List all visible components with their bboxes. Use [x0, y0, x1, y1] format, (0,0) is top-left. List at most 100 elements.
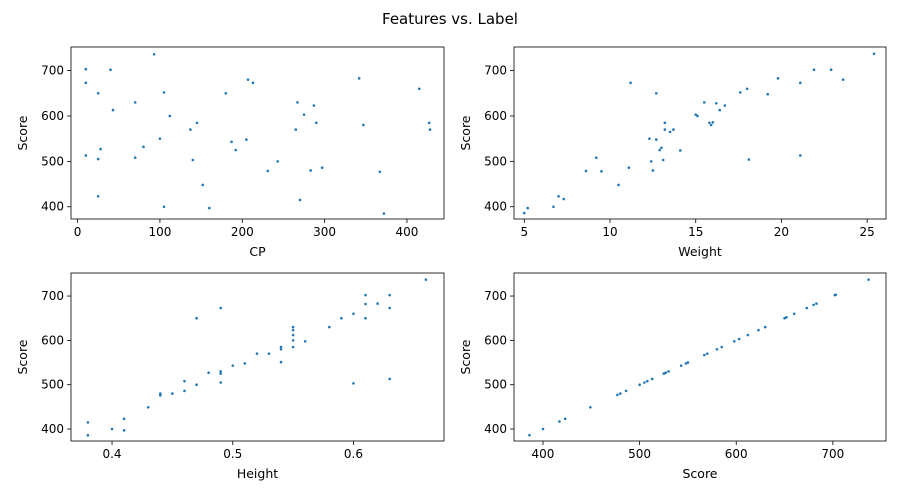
data-point [388, 377, 391, 381]
data-point [745, 87, 749, 91]
data-point [296, 101, 299, 104]
data-point [867, 278, 870, 281]
data-point [312, 104, 316, 107]
data-point [711, 121, 715, 124]
y-tick-label: 500 [484, 378, 507, 392]
data-point [183, 389, 186, 393]
x-axis-label: Score [682, 466, 717, 481]
data-point [219, 372, 222, 375]
data-point [219, 306, 222, 310]
data-point [303, 339, 307, 343]
data-point [718, 108, 722, 112]
data-point [294, 128, 298, 131]
data-point [705, 352, 709, 355]
x-tick-label: 0.5 [223, 447, 242, 461]
data-point [84, 81, 88, 85]
x-tick-label: 100 [148, 225, 171, 239]
data-point [766, 92, 770, 96]
data-point [684, 362, 688, 365]
x-tick-label: 700 [821, 447, 844, 461]
data-point [207, 371, 210, 375]
data-point [600, 170, 603, 173]
data-point [189, 128, 192, 131]
y-tick-label: 400 [484, 422, 507, 436]
data-point [291, 328, 295, 332]
data-point [733, 339, 736, 343]
y-tick-label: 500 [484, 154, 507, 168]
data-point [589, 406, 592, 409]
data-point [315, 121, 318, 125]
data-point [122, 429, 126, 432]
y-axis-label: Score [15, 339, 30, 374]
data-point [159, 392, 162, 395]
data-point [417, 87, 421, 91]
data-point [661, 158, 665, 162]
y-tick-label: 600 [484, 109, 507, 123]
data-point [654, 91, 658, 95]
data-point [427, 121, 431, 125]
data-point [195, 383, 198, 387]
y-tick-label: 600 [484, 333, 507, 347]
subplots: 0 100 200 300 400 400 500 600 700 CP Score 5 10 15 20 2… [15, 46, 887, 481]
y-tick-label: 400 [484, 200, 507, 214]
data-point [650, 377, 654, 381]
data-point [276, 160, 279, 163]
data-point [584, 169, 588, 173]
data-point [86, 421, 90, 424]
data-point [388, 306, 391, 310]
y-tick-label: 700 [41, 64, 64, 78]
data-point [617, 183, 620, 187]
x-axis-label: Weight [678, 244, 722, 259]
data-point [246, 78, 250, 81]
data-point [678, 149, 682, 152]
data-point [528, 433, 531, 437]
data-point [352, 312, 355, 316]
x-tick-label: 0.6 [344, 447, 363, 461]
x-tick-label: 300 [313, 225, 336, 239]
data-point [618, 392, 622, 395]
data-point [643, 381, 646, 384]
data-point [557, 195, 560, 198]
data-point [629, 81, 632, 85]
data-point [563, 417, 567, 421]
data-point [291, 345, 295, 349]
data-point [703, 353, 706, 357]
data-point [428, 128, 432, 131]
data-point [646, 379, 649, 383]
data-point [672, 128, 675, 131]
data-point [648, 137, 651, 140]
data-point [109, 68, 112, 71]
data-point [541, 427, 545, 431]
data-point [279, 347, 283, 351]
data-point [171, 392, 174, 395]
data-point [658, 148, 662, 152]
data-point [234, 148, 237, 152]
data-point [702, 101, 706, 104]
data-point [709, 123, 713, 127]
data-point [340, 316, 343, 320]
data-point [662, 372, 666, 375]
x-tick-label: 0.4 [102, 447, 121, 461]
y-tick-label: 600 [41, 333, 64, 347]
data-point [230, 140, 233, 144]
data-point [364, 302, 367, 306]
data-point [624, 389, 628, 393]
data-point [663, 121, 667, 125]
data-point [715, 347, 719, 351]
data-point [424, 278, 428, 281]
data-point [266, 169, 270, 173]
data-point [388, 293, 391, 297]
x-tick-label: 15 [688, 225, 703, 239]
data-point [805, 306, 809, 310]
data-point [243, 362, 247, 365]
data-point [251, 81, 255, 85]
data-point [364, 316, 367, 320]
x-tick-label: 5 [520, 225, 528, 239]
data-point [245, 138, 248, 141]
data-point [679, 364, 683, 367]
data-point [267, 352, 271, 355]
data-point [302, 113, 306, 116]
data-point [352, 382, 355, 385]
data-point [798, 154, 802, 157]
